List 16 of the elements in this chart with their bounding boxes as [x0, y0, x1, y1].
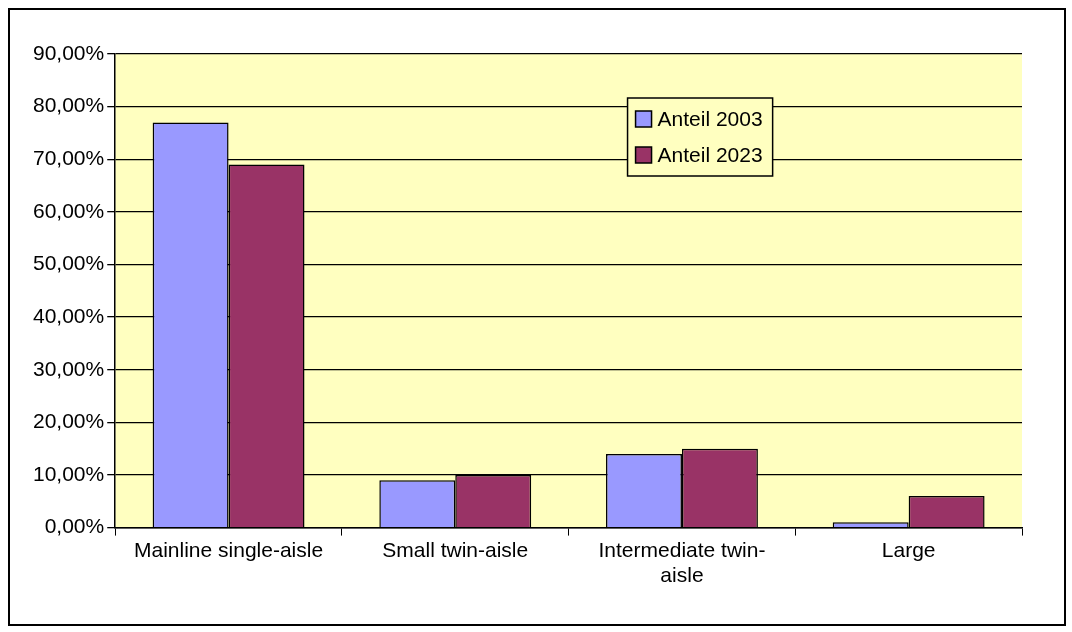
x-tick-label: Small twin-aisle: [382, 538, 529, 561]
y-tick-label: 40,00%: [32, 303, 105, 327]
x-tick-label: Large: [881, 538, 936, 561]
y-tick-label: 10,00%: [32, 461, 105, 485]
y-tick-label: 70,00%: [32, 146, 105, 170]
y-tick-label: 90,00%: [32, 40, 105, 64]
x-tick-label: Mainline single-aisle: [134, 538, 324, 561]
legend-label: Anteil 2003: [657, 106, 763, 130]
x-tick-label: Intermediate twin-aisle: [598, 538, 766, 587]
y-tick-label: 20,00%: [32, 409, 105, 433]
y-tick-label: 30,00%: [32, 356, 105, 380]
y-tick-label: 0,00%: [44, 514, 105, 538]
legend-label: Anteil 2023: [657, 142, 763, 166]
y-tick-label: 80,00%: [32, 93, 105, 117]
y-tick-label: 50,00%: [32, 251, 105, 275]
y-tick-label: 60,00%: [32, 198, 105, 222]
